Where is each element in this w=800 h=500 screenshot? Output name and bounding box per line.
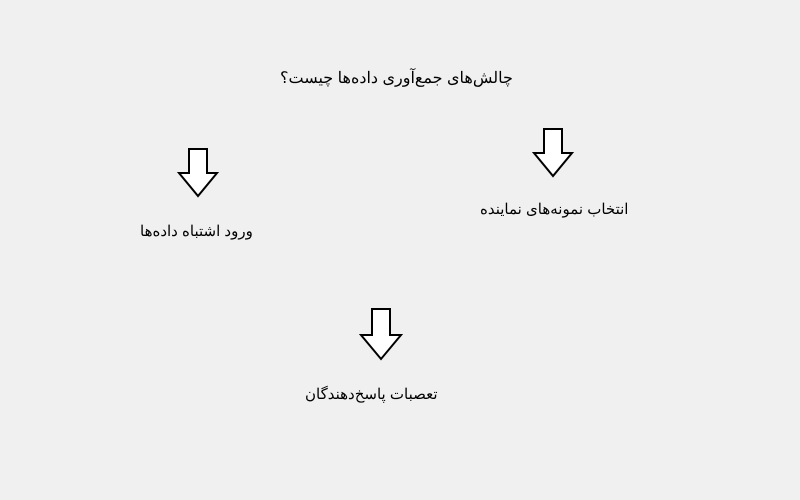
down-arrow-icon (530, 125, 576, 180)
label-right: انتخاب نمونه‌های نماینده (480, 200, 628, 218)
diagram-title: چالش‌های جمع‌آوری داده‌ها چیست؟ (280, 68, 513, 88)
down-arrow-icon (357, 305, 405, 363)
down-arrow-icon (175, 145, 221, 200)
label-bottom: تعصبات پاسخ‌دهندگان (305, 385, 438, 403)
label-left: ورود اشتباه داده‌ها (140, 222, 253, 240)
